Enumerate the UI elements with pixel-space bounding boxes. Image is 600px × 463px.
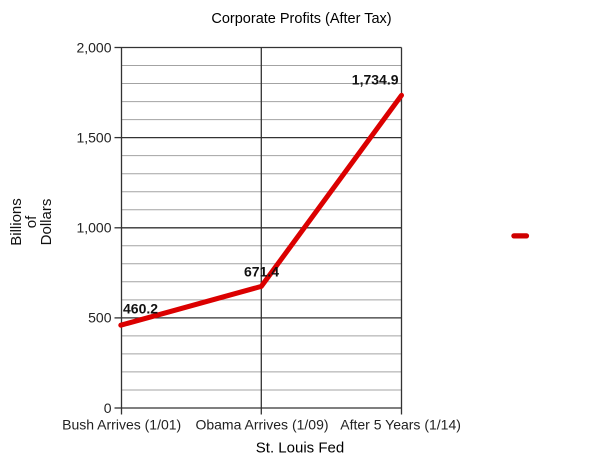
svg-text:Corporate Profits (After Tax): Corporate Profits (After Tax) (211, 11, 391, 27)
svg-text:Billions: Billions (8, 198, 25, 246)
svg-text:of: of (23, 215, 40, 228)
svg-text:Bush Arrives (1/01): Bush Arrives (1/01) (62, 417, 181, 433)
svg-text:1,000: 1,000 (76, 220, 111, 236)
svg-text:After 5 Years (1/14): After 5 Years (1/14) (340, 417, 461, 433)
svg-text:2,000: 2,000 (76, 39, 111, 55)
svg-text:Obama Arrives (1/09): Obama Arrives (1/09) (195, 417, 328, 433)
svg-text:Dollars: Dollars (38, 199, 55, 246)
svg-text:460.2: 460.2 (123, 300, 158, 316)
svg-text:0: 0 (104, 400, 112, 416)
svg-text:500: 500 (88, 310, 112, 326)
svg-text:St. Louis Fed: St. Louis Fed (256, 440, 344, 457)
svg-text:1,734.9: 1,734.9 (352, 72, 399, 88)
svg-text:1,500: 1,500 (76, 129, 111, 145)
svg-text:671.4: 671.4 (244, 264, 279, 280)
